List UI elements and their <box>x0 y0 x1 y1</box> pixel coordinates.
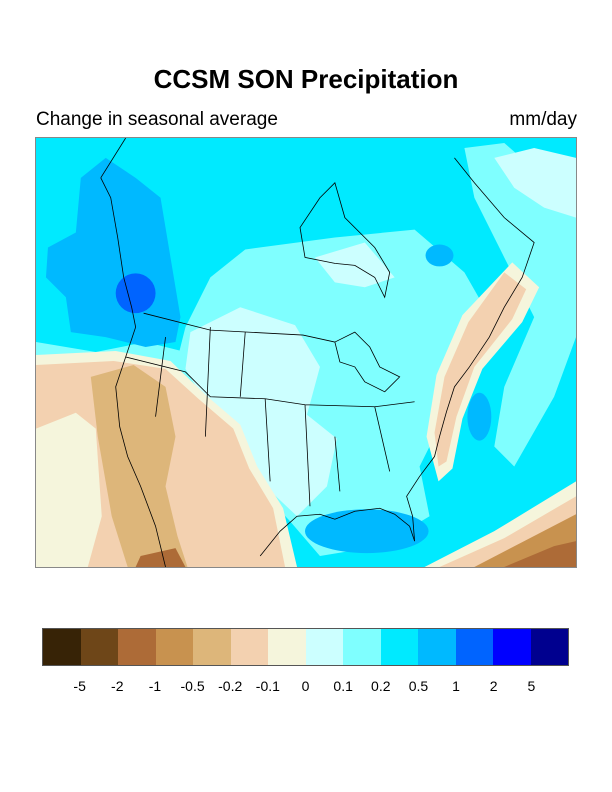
colorbar-label: 0.1 <box>333 678 353 694</box>
contour-0.1-canada <box>314 242 395 288</box>
colorbar-label: -2 <box>111 678 124 694</box>
colorbar-label: 2 <box>489 678 498 694</box>
contour-1-labrador <box>425 244 454 267</box>
contour-neg1-sw <box>135 548 186 567</box>
colorbar-labels: -5 -2 -1 -0.5 -0.2 -0.1 0 0.1 0.2 0.5 1 2 5 <box>42 678 569 698</box>
colorbar-label: -1 <box>148 678 162 694</box>
colorbar-swatch <box>418 629 456 665</box>
contour-neg0.1-sw <box>36 412 102 567</box>
contour-1-atlantic <box>467 392 492 441</box>
state-lines <box>125 327 415 507</box>
boundaries <box>100 138 535 567</box>
colorbar-swatch <box>380 629 418 665</box>
colorbar-swatch <box>305 629 343 665</box>
contour-0.2-ne <box>464 142 576 467</box>
colorbar-swatch <box>455 629 493 665</box>
colorbar <box>42 628 569 666</box>
colorbar-swatch <box>118 629 156 665</box>
colorbar-swatch <box>493 629 531 665</box>
colorbar-label: 5 <box>527 678 536 694</box>
contour-1-gulf <box>305 509 429 554</box>
colorbar-swatch <box>343 629 381 665</box>
contour-neg0.5 <box>90 364 188 567</box>
contour-0.1-ne <box>494 147 576 218</box>
colorbar-label: 1 <box>452 678 460 694</box>
colorbar-swatch <box>155 629 193 665</box>
gulf-coast <box>259 507 415 557</box>
units-label: mm/day <box>509 109 577 130</box>
colorbar-swatch <box>230 629 268 665</box>
us-canada-border <box>143 312 335 343</box>
colorbar-label: -0.2 <box>218 678 243 694</box>
precipitation-map <box>35 137 577 568</box>
colorbar-swatch <box>193 629 231 665</box>
colorbar-label: -0.5 <box>180 678 205 694</box>
colorbar-label: -0.1 <box>255 678 280 694</box>
atlantic-coast <box>406 157 535 542</box>
colorbar-swatch <box>80 629 118 665</box>
hudson-bay <box>299 182 391 299</box>
great-lakes <box>334 331 401 393</box>
contour-2-northwest <box>115 273 156 314</box>
contour-neg0.2-east <box>434 272 527 467</box>
colorbar-label: 0.5 <box>408 678 429 694</box>
colorbar-label: 0.2 <box>371 678 391 694</box>
colorbar-swatch <box>268 629 306 665</box>
contour-neg1-se <box>504 541 576 567</box>
colorbar-swatch <box>43 629 81 665</box>
chart-title: CCSM SON Precipitation <box>153 64 459 94</box>
contour-0.1 <box>185 307 337 517</box>
subtitle: Change in seasonal average <box>36 109 278 130</box>
colorbar-label: 0 <box>301 678 310 694</box>
colorbar-label: -5 <box>73 678 86 694</box>
alaska-border <box>100 138 127 179</box>
colorbar-swatch <box>530 629 568 665</box>
